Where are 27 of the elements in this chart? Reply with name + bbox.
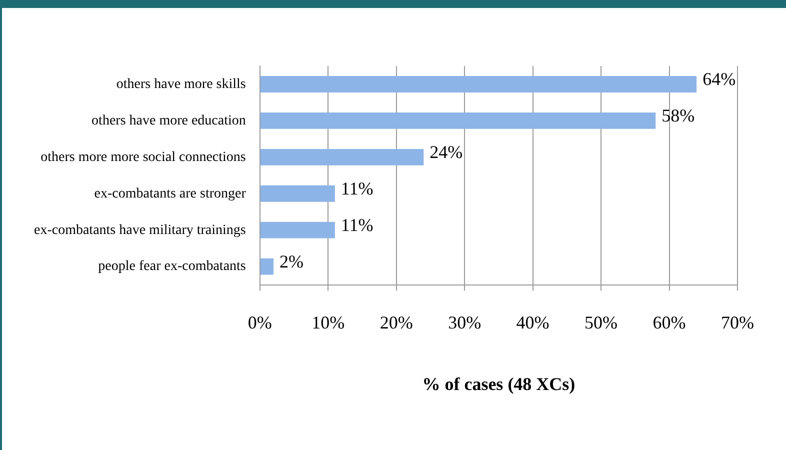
- data-label: 64%: [702, 68, 736, 89]
- bar: [260, 148, 424, 166]
- x-tick-label: 0%: [248, 312, 272, 332]
- x-tick-label: 30%: [448, 312, 482, 332]
- y-tick-label: others have more skills: [116, 76, 246, 92]
- data-label: 11%: [340, 214, 374, 235]
- y-tick-label: others more more social connections: [40, 150, 246, 165]
- y-tick-label: people fear ex-combatants: [98, 259, 246, 274]
- data-label: 58%: [662, 105, 695, 126]
- x-tick-label: 20%: [380, 312, 413, 332]
- x-tick-label: 70%: [721, 312, 754, 332]
- x-tick-label: 10%: [312, 312, 345, 332]
- data-label: 24%: [430, 142, 463, 162]
- x-tick-label: 50%: [584, 312, 618, 332]
- data-label: 11%: [340, 178, 374, 198]
- x-tick-label: 60%: [652, 312, 686, 332]
- y-tick-label: ex-combatants are stronger: [94, 186, 246, 202]
- x-axis-title: % of cases (48 XCs): [422, 374, 576, 394]
- y-tick-label: ex-combatants have military trainings: [34, 222, 246, 238]
- bar: [260, 258, 274, 275]
- data-label: 2%: [280, 251, 304, 272]
- x-tick-label: 40%: [516, 312, 550, 332]
- bar: [260, 222, 335, 238]
- bar: [260, 185, 335, 202]
- bar: [260, 112, 656, 129]
- y-tick-label: others have more education: [92, 113, 246, 128]
- bar: [260, 76, 697, 92]
